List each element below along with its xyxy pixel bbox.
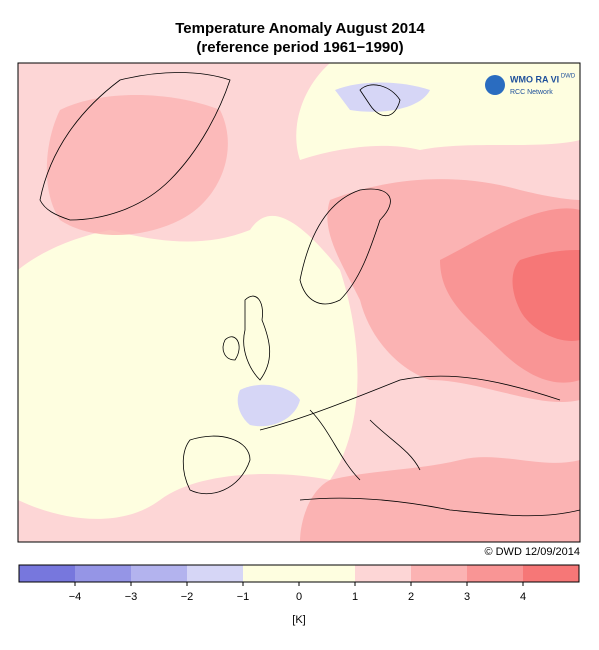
colorbar: −4 −3 −2 −1 0 1 2 3 4: [18, 564, 580, 603]
map: [18, 63, 580, 542]
colorbar-bin: [187, 565, 243, 582]
colorbar-bin: [355, 565, 411, 582]
logo: WMO RA VI RCC Network DWD: [485, 74, 576, 96]
map-frame: [17, 62, 581, 543]
anomaly-near-zero: [54, 292, 242, 420]
colorbar-tick-label: −1: [237, 591, 250, 603]
anomaly-2-3-south: [300, 457, 580, 542]
colorbar-bin: [243, 565, 355, 582]
colorbar-unit: [K]: [292, 614, 305, 626]
anomaly-4-5: [512, 250, 580, 341]
colorbar-tick-label: −2: [181, 591, 194, 603]
logo-network: RCC Network: [510, 89, 553, 96]
colorbar-tick-label: 2: [408, 591, 414, 603]
colorbar-tick-label: 4: [520, 591, 526, 603]
coastlines: [39, 72, 580, 517]
colorbar-bin: [411, 565, 467, 582]
colorbar-bin: [131, 565, 187, 582]
colorbar-bin: [467, 565, 523, 582]
colorbar-tick-label: 0: [296, 591, 302, 603]
anomaly-cool-france: [237, 384, 300, 427]
subtitle: (reference period 1961−1990): [196, 39, 403, 56]
anomaly-cool-north: [335, 82, 430, 112]
colorbar-bin: [523, 565, 579, 582]
colorbar-tick-label: 1: [352, 591, 358, 603]
anomaly-3-4: [440, 208, 580, 383]
logo-agency: DWD: [561, 74, 576, 80]
logo-name: WMO RA VI: [510, 74, 559, 84]
credit: © DWD 12/09/2014: [484, 546, 580, 558]
colorbar-tick-label: −4: [69, 591, 82, 603]
colorbar-tick-label: 3: [464, 591, 470, 603]
colorbar-tick-label: −3: [125, 591, 138, 603]
colorbar-bin: [19, 565, 75, 582]
title: Temperature Anomaly August 2014: [175, 20, 425, 37]
colorbar-bin: [75, 565, 131, 582]
anomaly-greenland: [46, 95, 228, 235]
logo-globe: [485, 75, 505, 95]
